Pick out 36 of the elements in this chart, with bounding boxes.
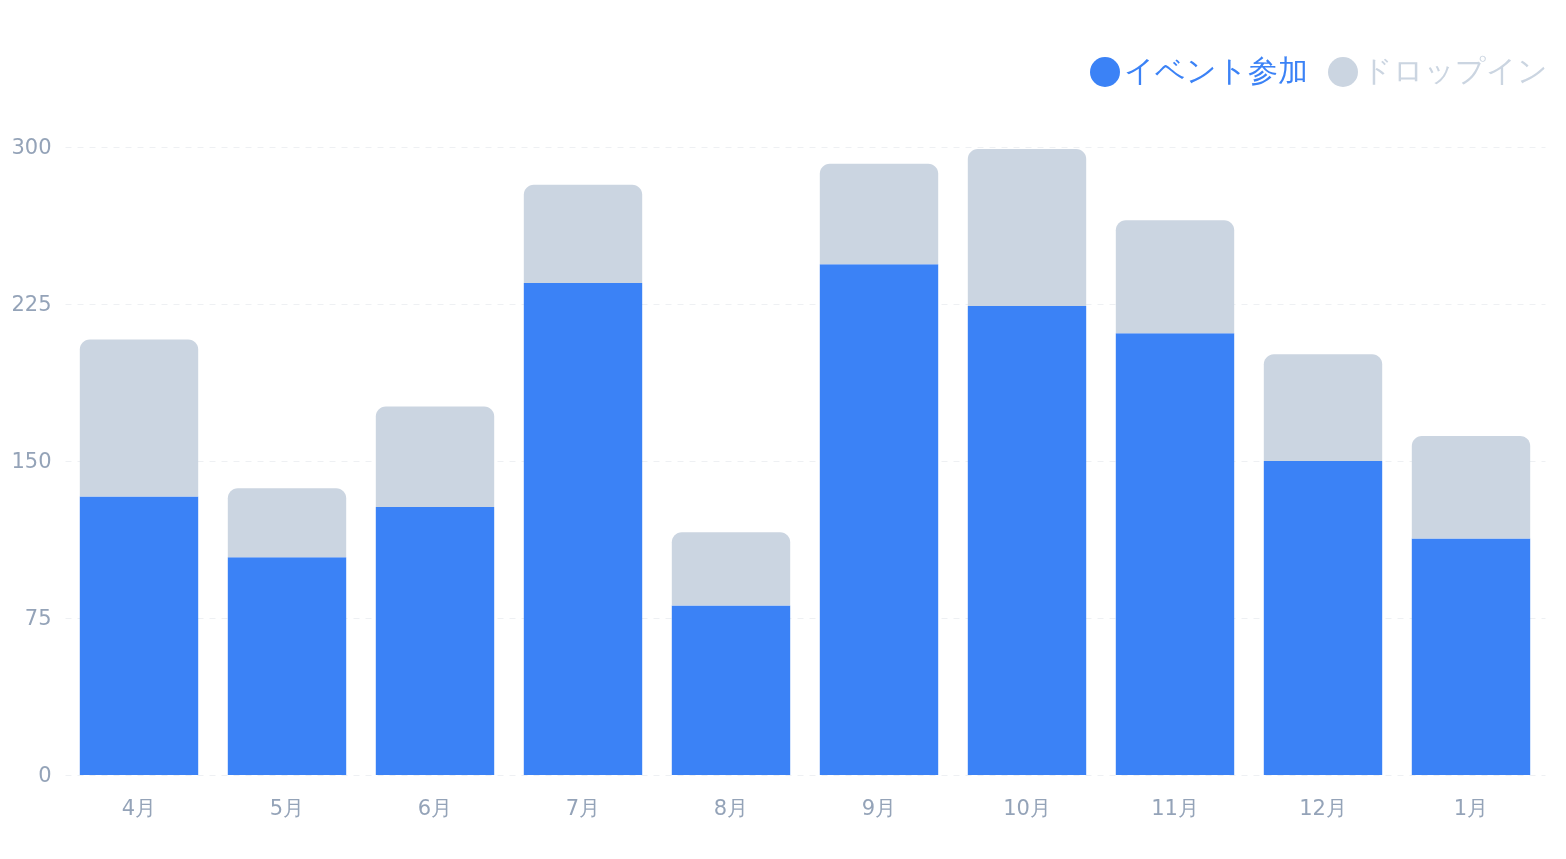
y-tick-label: 225	[11, 291, 52, 316]
bar	[967, 306, 1087, 775]
x-tick-label: 4月	[121, 795, 157, 820]
bar	[79, 496, 199, 775]
bar	[819, 264, 939, 775]
bar	[819, 163, 939, 265]
bar	[967, 149, 1087, 307]
x-tick-label: 12月	[1299, 795, 1347, 820]
x-tick-label: 10月	[1003, 795, 1051, 820]
y-tick-label: 300	[11, 134, 52, 159]
x-tick-label: 5月	[269, 795, 305, 820]
y-tick-label: 150	[11, 448, 52, 473]
y-tick-label: 0	[38, 762, 52, 787]
bar	[227, 488, 347, 558]
x-tick-label: 6月	[417, 795, 453, 820]
bar	[227, 557, 347, 775]
bar	[1115, 333, 1235, 775]
bar	[375, 507, 495, 775]
bar	[523, 184, 643, 284]
bar	[1115, 220, 1235, 334]
x-tick-label: 7月	[565, 795, 601, 820]
x-tick-label: 1月	[1453, 795, 1489, 820]
y-tick-label: 75	[24, 605, 52, 630]
bar	[1263, 354, 1383, 461]
x-tick-label: 9月	[861, 795, 897, 820]
bar	[523, 283, 643, 775]
bar	[1411, 435, 1531, 539]
legend-label: イベント参加	[1124, 53, 1308, 88]
bar	[671, 605, 791, 775]
x-tick-label: 11月	[1151, 795, 1199, 820]
bar	[375, 406, 495, 508]
bar	[1263, 461, 1383, 775]
bar	[1411, 538, 1531, 775]
x-tick-label: 8月	[713, 795, 749, 820]
bar	[671, 532, 791, 606]
bar	[79, 339, 199, 497]
